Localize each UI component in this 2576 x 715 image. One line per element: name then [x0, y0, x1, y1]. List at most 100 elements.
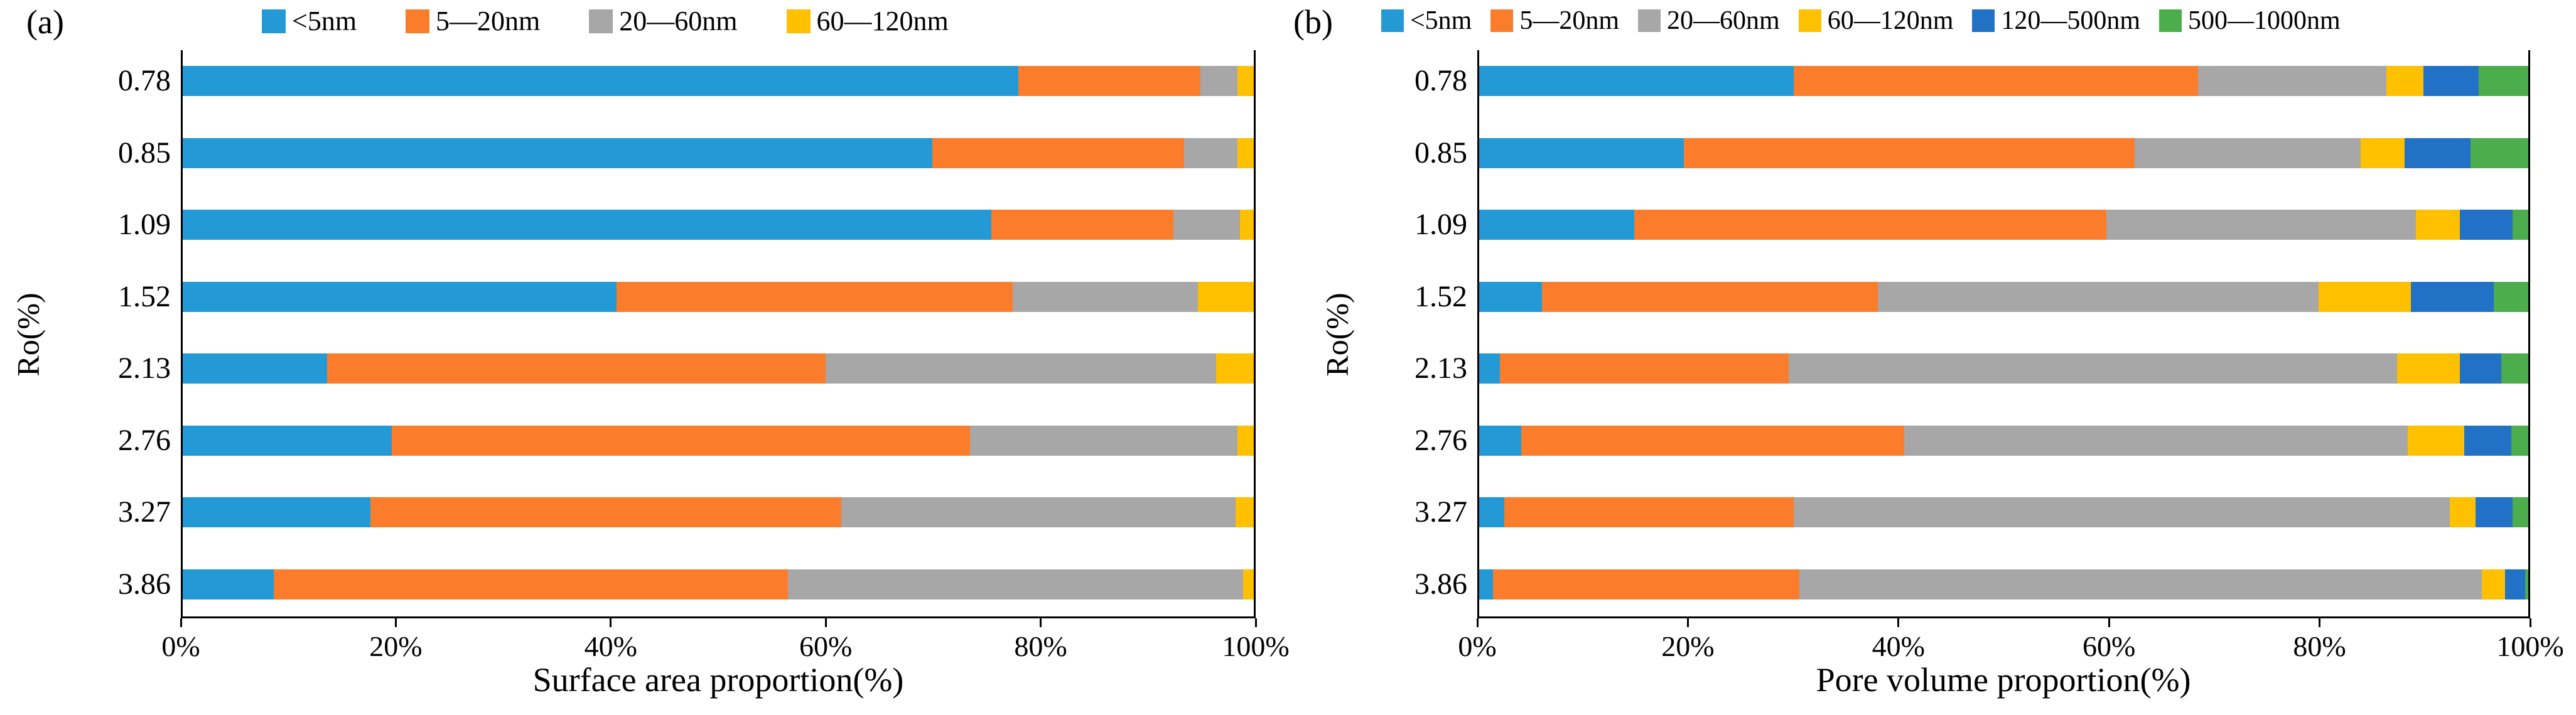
- x-axis-tick: [2319, 618, 2321, 627]
- x-tick-label: 0%: [1458, 630, 1497, 662]
- y-tick-label: 1.52: [1415, 279, 1467, 313]
- bar-segment-120-500nm: [2464, 425, 2512, 456]
- bar-segment-120-500nm: [2505, 569, 2525, 599]
- x-axis-tick: [1686, 618, 1689, 627]
- x-axis-tick: [610, 618, 612, 627]
- panel-a-y-axis-title: Ro(%): [9, 50, 47, 618]
- bar-segment-60-120nm: [1242, 569, 1254, 599]
- bar-segment-60-120nm: [1237, 137, 1254, 168]
- bar-segment-5-20nm: [991, 210, 1174, 240]
- bar-segment-5-20nm: [391, 425, 970, 456]
- y-tick-label: 0.85: [118, 136, 171, 169]
- bar-segment--5nm: [1479, 137, 1684, 168]
- bar-segment-5-20nm: [327, 353, 826, 384]
- y-tick-label: 2.76: [1415, 423, 1467, 457]
- x-tick-label: 40%: [1872, 630, 1925, 662]
- bar-row-ro-3.27: [183, 497, 1254, 527]
- legend-label: 120—500nm: [2001, 6, 2141, 35]
- legend-swatch-icon: [1638, 9, 1661, 32]
- bar-segment-60-120nm: [2386, 66, 2423, 96]
- legend-swatch-icon: [1381, 9, 1404, 32]
- panel-b-y-axis-title: Ro(%): [1318, 50, 1356, 618]
- bar-segment-20-60nm: [1794, 497, 2450, 527]
- x-axis-tick: [1254, 618, 1257, 627]
- legend-item--5nm: <5nm: [1381, 8, 1472, 34]
- bar-row-ro-1.52: [183, 281, 1254, 312]
- x-tick-label: 20%: [1661, 630, 1715, 662]
- bar-row-ro-2.13: [183, 353, 1254, 384]
- legend-label: <5nm: [292, 6, 357, 36]
- y-tick-label: 2.13: [118, 352, 171, 385]
- y-tick-label: 0.85: [1415, 136, 1467, 169]
- bar-segment-60-120nm: [1237, 66, 1254, 96]
- x-axis-tick: [1476, 618, 1479, 627]
- bar-segment-60-120nm: [1237, 425, 1254, 456]
- legend-swatch-icon: [1798, 9, 1821, 32]
- bar-row-ro-0.85: [183, 137, 1254, 168]
- x-tick-label: 60%: [799, 630, 853, 662]
- legend-item-500-1000nm: 500—1000nm: [2159, 8, 2341, 34]
- bar-segment--5nm: [1479, 353, 1501, 384]
- bar-row-ro-2.13: [1479, 353, 2528, 384]
- panel-a-legend: <5nm 5—20nm 20—60nm 60—120nm: [262, 8, 949, 35]
- x-axis-tick: [2529, 618, 2531, 627]
- bar-segment--5nm: [183, 137, 933, 168]
- legend-swatch-icon: [1972, 9, 1995, 32]
- bar-segment-20-60nm: [2106, 210, 2417, 240]
- x-tick-label: 100%: [2496, 630, 2564, 662]
- bar-segment--5nm: [1479, 425, 1521, 456]
- bar-segment-20-60nm: [1200, 66, 1238, 96]
- bar-segment-60-120nm: [2482, 569, 2506, 599]
- x-axis-tick: [180, 618, 182, 627]
- bar-segment-500-1000nm: [2512, 497, 2528, 527]
- bar-row-ro-0.78: [183, 66, 1254, 96]
- bar-segment-5-20nm: [1634, 210, 2107, 240]
- bar-segment-5-20nm: [1504, 497, 1794, 527]
- legend-item-20-60nm: 20—60nm: [589, 8, 738, 35]
- panel-b-plot-area: [1477, 50, 2530, 618]
- bar-segment-500-1000nm: [2479, 66, 2528, 96]
- y-tick-label: 3.27: [118, 495, 171, 529]
- legend-swatch-icon: [2159, 9, 2182, 32]
- bar-segment-5-20nm: [1542, 281, 1878, 312]
- legend-label: 5—20nm: [1519, 6, 1620, 35]
- bar-segment-5-20nm: [932, 137, 1185, 168]
- bar-segment-5-20nm: [616, 281, 1013, 312]
- legend-label: 5—20nm: [436, 6, 541, 36]
- legend-label: 500—1000nm: [2188, 6, 2341, 35]
- bar-segment-60-120nm: [1216, 353, 1254, 384]
- bar-segment-20-60nm: [2135, 137, 2361, 168]
- panel-a-plot-area: [181, 50, 1256, 618]
- x-tick-label: 80%: [1014, 630, 1067, 662]
- legend-item-5-20nm: 5—20nm: [1490, 8, 1619, 34]
- legend-label: 60—120nm: [1827, 6, 1954, 35]
- bar-segment-120-500nm: [2423, 66, 2479, 96]
- bar-segment-5-20nm: [1521, 425, 1904, 456]
- bar-row-ro-3.86: [1479, 569, 2528, 599]
- y-tick-label: 1.52: [118, 279, 171, 313]
- x-axis-tick: [824, 618, 827, 627]
- bar-segment-20-60nm: [825, 353, 1217, 384]
- bar-segment-120-500nm: [2410, 281, 2494, 312]
- bar-segment-120-500nm: [2476, 497, 2513, 527]
- bar-segment-500-1000nm: [2525, 569, 2528, 599]
- bar-segment-20-60nm: [1788, 353, 2398, 384]
- bar-segment-20-60nm: [787, 569, 1243, 599]
- y-tick-label: 2.13: [1415, 352, 1467, 385]
- x-tick-label: 0%: [161, 630, 200, 662]
- bar-segment-120-500nm: [2460, 210, 2513, 240]
- bar-segment-20-60nm: [1904, 425, 2408, 456]
- bar-row-ro-3.27: [1479, 497, 2528, 527]
- bar-segment-500-1000nm: [2493, 281, 2528, 312]
- bar-segment-5-20nm: [1500, 353, 1789, 384]
- bar-segment--5nm: [183, 353, 328, 384]
- legend-item--5nm: <5nm: [262, 8, 357, 35]
- bar-segment-500-1000nm: [2501, 353, 2528, 384]
- x-tick-label: 100%: [1222, 630, 1290, 662]
- panel-b-label: (b): [1293, 3, 1333, 41]
- x-axis-tick: [394, 618, 397, 627]
- bar-segment-20-60nm: [1173, 210, 1240, 240]
- x-tick-label: 60%: [2083, 630, 2136, 662]
- bar-row-ro-1.52: [1479, 281, 2528, 312]
